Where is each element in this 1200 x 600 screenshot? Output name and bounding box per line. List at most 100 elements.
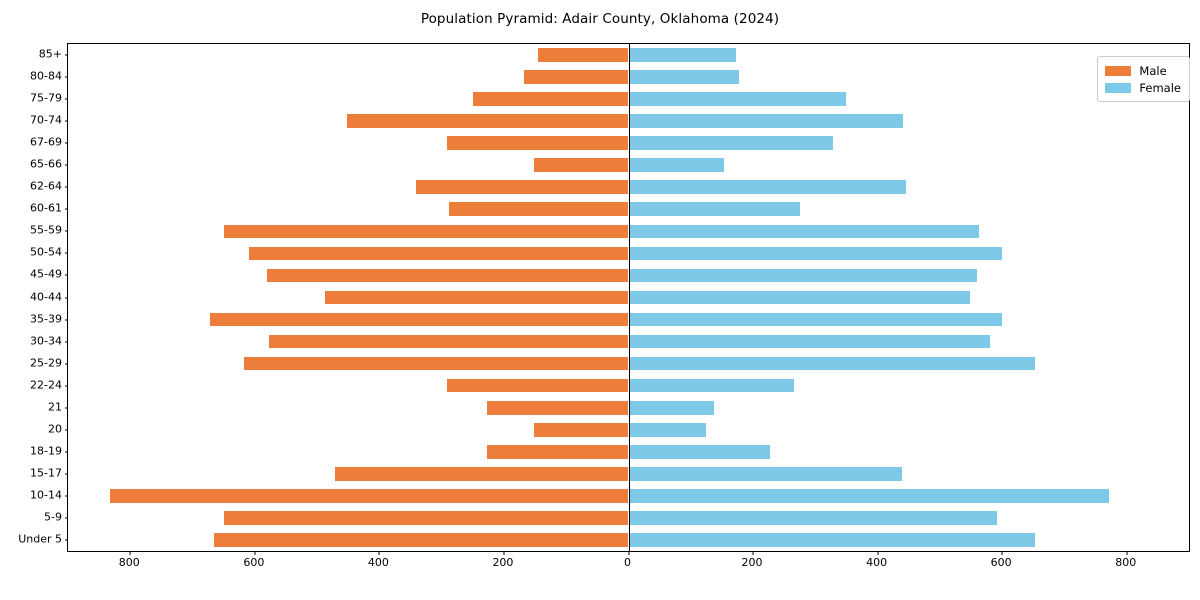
y-tick-mark [64,76,68,78]
bar-male-15-17 [334,467,629,481]
y-tick-mark [64,208,68,210]
bar-male-25-29 [244,356,629,371]
bar-male-40-44 [324,290,629,305]
bar-female-40-44 [628,290,970,305]
pyramid-row [68,158,1189,173]
legend-swatch-male-icon [1105,65,1132,76]
legend-label-male: Male [1139,63,1167,78]
y-axis-label-5-9: 5-9 [44,510,62,524]
y-tick-mark [64,274,68,276]
bar-male-5-9 [224,511,629,525]
y-tick-mark [64,385,68,387]
pyramid-row [68,224,1189,239]
x-axis-label-0: 800 [118,556,140,569]
y-axis-label-18-19: 18-19 [30,444,62,458]
bar-female-55-59 [628,224,979,239]
bar-female-under-5 [628,533,1035,547]
bar-female-65-66 [628,158,724,173]
bar-male-10-14 [109,489,629,503]
bar-female-70-74 [628,114,904,128]
x-tick-mark [378,551,380,555]
y-tick-mark [64,473,68,475]
x-axis-label-5: 200 [741,556,763,569]
y-axis-label-22-24: 22-24 [30,378,62,392]
bar-female-80-84 [628,70,740,84]
y-axis-label-45-49: 45-49 [30,267,62,281]
pyramid-row [68,422,1189,437]
bar-female-22-24 [628,378,795,393]
bar-female-10-14 [628,489,1109,503]
y-tick-mark [64,451,68,453]
pyramid-row [68,290,1189,305]
bar-male-55-59 [223,224,629,239]
x-axis-label-3: 200 [492,556,514,569]
bar-male-20 [534,422,629,437]
legend-item-female: Female [1105,79,1181,96]
x-tick-mark [628,551,629,555]
y-axis-label-80-84: 80-84 [30,69,62,83]
bar-male-70-74 [347,114,629,128]
pyramid-row [68,180,1189,195]
bar-male-18-19 [486,444,629,459]
y-axis-label-60-61: 60-61 [30,201,62,215]
bar-male-60-61 [449,202,629,217]
legend-swatch-female-icon [1105,82,1132,93]
pyramid-row [68,444,1189,459]
bar-male-80-84 [523,70,629,84]
y-axis-label-20: 20 [48,422,62,436]
y-axis-label-70-74: 70-74 [30,113,62,127]
bar-female-85- [628,48,737,62]
y-tick-mark [64,186,68,188]
pyramid-row [68,268,1189,283]
bar-male-22-24 [446,378,629,393]
x-axis-label-7: 600 [990,556,1012,569]
bar-female-50-54 [628,246,1003,261]
y-axis-label-75-79: 75-79 [30,91,62,105]
y-axis-label-10-14: 10-14 [30,488,62,502]
x-axis-label-2: 400 [367,556,389,569]
pyramid-row [68,467,1189,481]
y-axis-label-15-17: 15-17 [30,466,62,480]
chart-legend[interactable]: Male Female [1097,56,1190,102]
x-tick-mark [877,551,879,555]
x-tick-mark [129,551,131,555]
pyramid-row [68,312,1189,327]
y-tick-mark [64,429,68,431]
pyramid-row [68,334,1189,349]
y-axis-label-67-69: 67-69 [30,135,62,149]
y-axis-label-21: 21 [48,400,62,414]
y-tick-mark [64,407,68,409]
pyramid-row [68,92,1189,106]
y-axis-label-25-29: 25-29 [30,356,62,370]
pyramid-row [68,400,1189,415]
bar-male-50-54 [249,246,629,261]
legend-label-female: Female [1139,80,1181,95]
bar-female-60-61 [628,202,801,217]
y-tick-mark [64,98,68,100]
x-axis-label-8: 800 [1115,556,1137,569]
bar-female-75-79 [628,92,847,106]
y-axis-label-65-66: 65-66 [30,157,62,171]
bar-female-67-69 [628,136,833,151]
chart-title: Population Pyramid: Adair County, Oklaho… [420,11,780,27]
bar-male-35-39 [209,312,629,327]
bar-female-25-29 [628,356,1035,371]
y-axis-label-62-64: 62-64 [30,179,62,193]
pyramid-row [68,246,1189,261]
bar-female-45-49 [628,268,977,283]
legend-item-male: Male [1105,62,1181,79]
bar-male-30-34 [268,334,629,349]
y-tick-mark [64,517,68,519]
x-axis-label-4: 0 [624,556,631,569]
y-axis-label-under-5: Under 5 [18,532,62,546]
y-axis-label-30-34: 30-34 [30,334,62,348]
pyramid-row [68,533,1189,547]
bar-female-18-19 [628,444,770,459]
y-tick-mark [64,495,68,497]
x-tick-mark [503,551,505,555]
y-tick-mark [64,120,68,122]
pyramid-row [68,356,1189,371]
pyramid-row [68,378,1189,393]
bar-female-21 [628,400,714,415]
